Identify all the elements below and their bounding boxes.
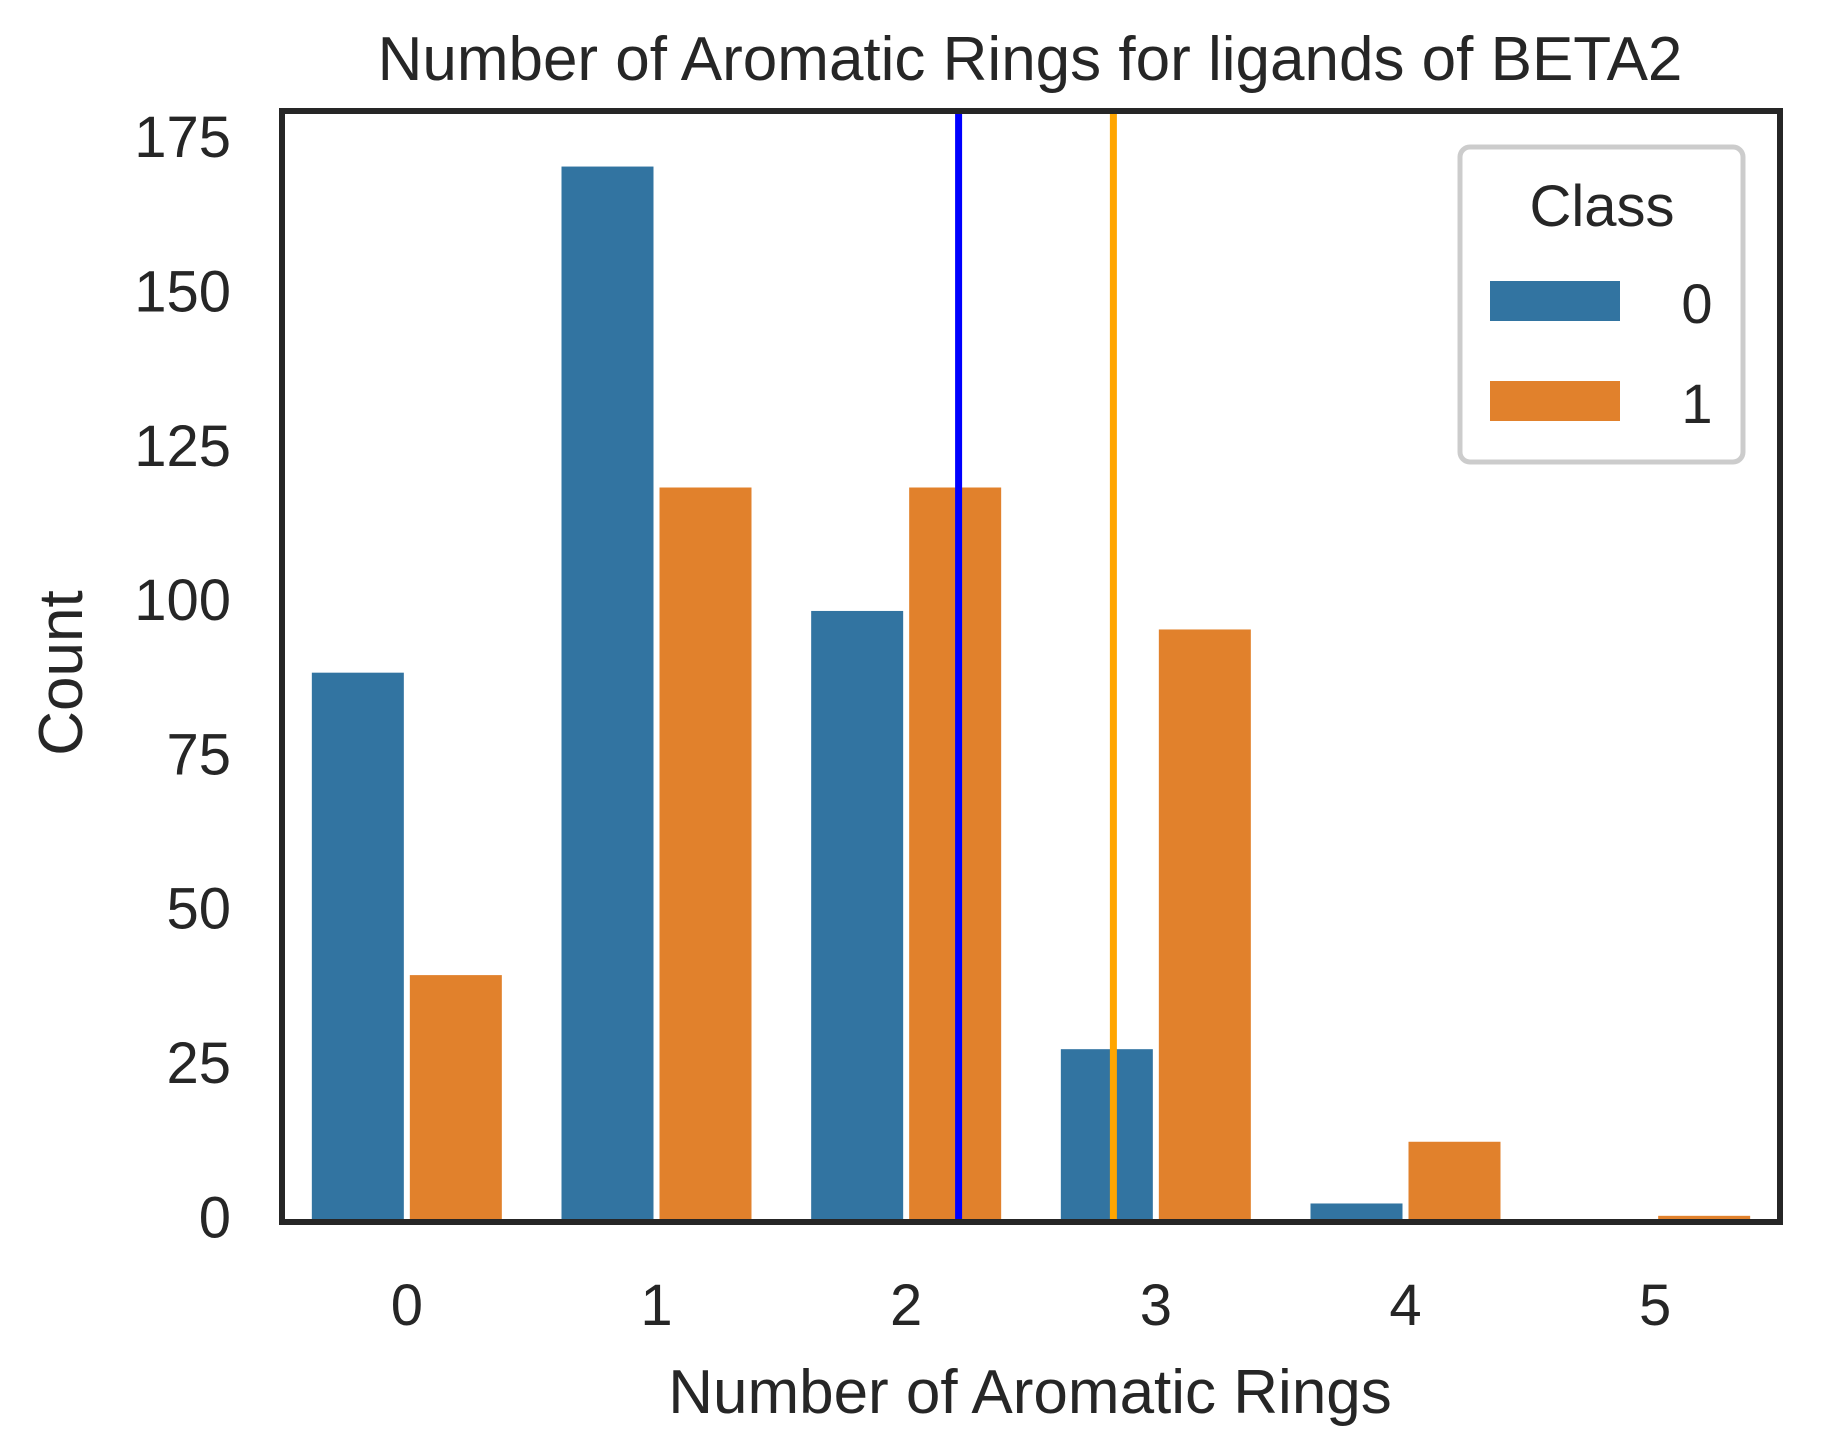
- legend: Class 0 1: [1457, 144, 1746, 465]
- legend-title: Class: [1529, 174, 1674, 239]
- x-tick-label-5: 5: [1639, 1273, 1671, 1338]
- bar-class-0-rings-2: [811, 610, 904, 1222]
- bar-class-0-rings-0: [311, 672, 404, 1222]
- y-tick-label-0: 0: [199, 1185, 231, 1250]
- bar-class-0-rings-1: [561, 166, 654, 1222]
- plot-frame: [279, 108, 1783, 1225]
- bar-class-1-rings-4: [1408, 1141, 1501, 1222]
- x-tick-label-3: 3: [1140, 1273, 1172, 1338]
- y-tick-label-75: 75: [166, 722, 231, 787]
- y-tick-label-100: 100: [134, 568, 231, 633]
- x-tick-label-4: 4: [1389, 1273, 1421, 1338]
- y-tick-label-25: 25: [166, 1031, 231, 1096]
- bar-class-1-rings-3: [1158, 629, 1251, 1222]
- bar-class-0-rings-4: [1310, 1203, 1403, 1222]
- x-axis-label: Number of Aromatic Rings: [668, 1358, 1392, 1427]
- x-tick-label-0: 0: [391, 1273, 423, 1338]
- legend-swatch-class-0: [1490, 281, 1620, 321]
- bar-class-1-rings-5: [1658, 1215, 1751, 1222]
- y-tick-label-50: 50: [166, 877, 231, 942]
- chart-title: Number of Aromatic Rings for ligands of …: [378, 25, 1683, 94]
- bar-class-1-rings-0: [409, 975, 502, 1222]
- y-tick-label-150: 150: [134, 259, 231, 324]
- bar-class-0-rings-3: [1060, 1049, 1153, 1222]
- legend-swatch-class-1: [1490, 381, 1620, 421]
- x-tick-label-1: 1: [640, 1273, 672, 1338]
- bar-class-1-rings-1: [659, 487, 752, 1222]
- x-tick-label-2: 2: [890, 1273, 922, 1338]
- y-tick-label-175: 175: [134, 105, 231, 170]
- legend-label-class-1: 1: [1681, 372, 1712, 435]
- y-axis-label: Count: [27, 590, 96, 755]
- legend-label-class-0: 0: [1681, 272, 1712, 335]
- y-tick-label-125: 125: [134, 414, 231, 479]
